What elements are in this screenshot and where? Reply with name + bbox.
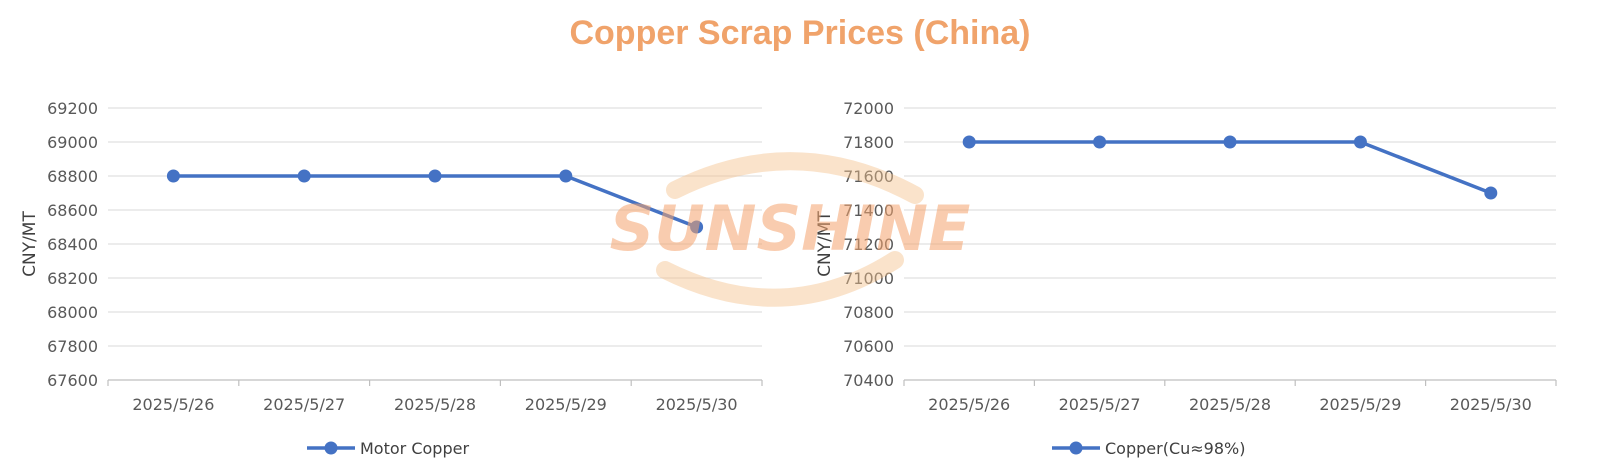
- y-tick-label: 68400: [47, 235, 98, 254]
- x-tick-label: 2025/5/26: [928, 395, 1010, 414]
- data-point: [1223, 135, 1237, 149]
- data-point: [1093, 135, 1107, 149]
- y-tick-label: 71200: [843, 235, 894, 254]
- y-tick-label: 70800: [843, 303, 894, 322]
- y-tick-label: 67600: [47, 371, 98, 390]
- x-tick-label: 2025/5/30: [656, 395, 738, 414]
- x-tick-label: 2025/5/29: [1319, 395, 1401, 414]
- y-tick-label: 68600: [47, 201, 98, 220]
- x-tick-label: 2025/5/29: [525, 395, 607, 414]
- y-tick-label: 70600: [843, 337, 894, 356]
- x-tick-label: 2025/5/26: [132, 395, 214, 414]
- y-tick-label: 68800: [47, 167, 98, 186]
- x-tick-label: 2025/5/28: [1189, 395, 1271, 414]
- x-tick-label: 2025/5/27: [263, 395, 345, 414]
- legend-label: Copper(Cu≈98%): [1105, 439, 1245, 458]
- y-tick-label: 72000: [843, 99, 894, 118]
- data-point: [962, 135, 976, 149]
- data-point: [1353, 135, 1367, 149]
- x-tick-label: 2025/5/27: [1059, 395, 1141, 414]
- legend-marker: [1069, 441, 1083, 455]
- chart-2: 70400 70600 70800 71000 71200 71400 71600 71800…: [815, 99, 1557, 458]
- y-tick-label: 68000: [47, 303, 98, 322]
- y-tick-label: 69200: [47, 99, 98, 118]
- y-tick-label: 71600: [843, 167, 894, 186]
- data-point: [166, 169, 180, 183]
- y-axis-title: CNY/MT: [815, 211, 835, 277]
- y-tick-label: 70400: [843, 371, 894, 390]
- legend-marker: [324, 441, 338, 455]
- y-tick-label: 71000: [843, 269, 894, 288]
- data-point: [690, 220, 704, 234]
- data-point: [559, 169, 573, 183]
- data-point: [297, 169, 311, 183]
- y-tick-label: 67800: [47, 337, 98, 356]
- y-axis-title: CNY/MT: [20, 211, 40, 277]
- x-tick-label: 2025/5/28: [394, 395, 476, 414]
- chart-1: 67600 67800 68000 68200 68400 68600 68800 69000…: [20, 99, 763, 458]
- data-point: [1484, 186, 1498, 200]
- y-tick-label: 71400: [843, 201, 894, 220]
- y-tick-label: 71800: [843, 133, 894, 152]
- x-tick-label: 2025/5/30: [1450, 395, 1532, 414]
- y-tick-label: 69000: [47, 133, 98, 152]
- y-tick-label: 68200: [47, 269, 98, 288]
- page-title: Copper Scrap Prices (China): [569, 14, 1031, 52]
- series-line: [969, 140, 1492, 195]
- legend-label: Motor Copper: [360, 439, 469, 458]
- series-line: [173, 174, 698, 229]
- data-point: [428, 169, 442, 183]
